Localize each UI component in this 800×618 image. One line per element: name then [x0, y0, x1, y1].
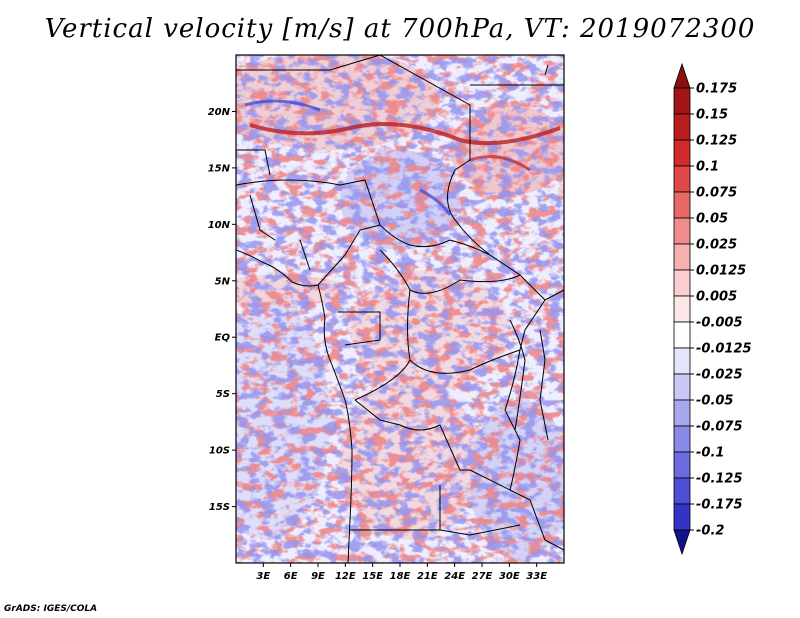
- colorbar-segment: [673, 243, 691, 271]
- colorbar-label: -0.2: [696, 524, 724, 539]
- colorbar-segment: [673, 503, 691, 531]
- colorbar-top-arrow: [673, 62, 691, 89]
- colorbar-label: 0.0125: [696, 264, 746, 279]
- colorbar-label: -0.025: [696, 368, 743, 383]
- lon-tick-label: 12E: [335, 571, 356, 582]
- colorbar-label: 0.125: [696, 134, 737, 149]
- lon-tick-label: 24E: [444, 571, 465, 582]
- lon-tick-label: 15E: [362, 571, 383, 582]
- colorbar-label: -0.075: [696, 420, 743, 435]
- colorbar-segment: [673, 139, 691, 167]
- grads-credit: GrADS: IGES/COLA: [4, 604, 98, 614]
- lat-tick-label: 15S: [209, 502, 230, 513]
- lat-tick-label: 10S: [209, 446, 230, 457]
- lon-tick-label: 6E: [284, 571, 298, 582]
- colorbar-segment: [673, 113, 691, 141]
- colorbar-label: 0.05: [696, 212, 728, 227]
- lon-tick-label: 9E: [311, 571, 325, 582]
- velocity-field: [236, 55, 564, 563]
- colorbar: 0.175 0.15 0.125 0.1 0.075 0.05 0.025 0.0125 0.0…: [673, 62, 752, 556]
- colorbar-segment: [673, 191, 691, 219]
- colorbar-segment: [673, 165, 691, 193]
- colorbar-label: 0.15: [696, 108, 728, 123]
- lat-tick-label: 20N: [208, 107, 231, 118]
- colorbar-segment: [673, 269, 691, 297]
- colorbar-label: -0.1: [696, 446, 724, 461]
- lon-tick-label: 21E: [417, 571, 438, 582]
- lon-tick-label: 3E: [256, 571, 270, 582]
- colorbar-label: 0.005: [696, 290, 737, 305]
- lon-tick-label: 18E: [390, 571, 411, 582]
- colorbar-label: 0.075: [696, 186, 737, 201]
- lon-tick-label: 33E: [526, 571, 547, 582]
- lat-tick-label: 10N: [208, 220, 231, 231]
- longitude-axis: 3E 6E 9E 12E 15E 18E 21E 24E 27E 30E 33E: [256, 563, 547, 582]
- colorbar-segment: [673, 321, 691, 349]
- lon-tick-label: 27E: [472, 571, 493, 582]
- colorbar-segment: [673, 425, 691, 453]
- colorbar-label: 0.1: [696, 160, 719, 175]
- colorbar-segment: [673, 451, 691, 479]
- colorbar-segment: [673, 295, 691, 323]
- colorbar-segment: [673, 373, 691, 401]
- latitude-axis: 20N 15N 10N 5N EQ 5S 10S 15S: [208, 107, 236, 513]
- lat-tick-label: 5N: [215, 276, 231, 287]
- colorbar-segment: [673, 87, 691, 115]
- colorbar-label: -0.005: [696, 316, 743, 331]
- colorbar-label: -0.05: [696, 394, 733, 409]
- chart-title: Vertical velocity [m/s] at 700hPa, VT: 2…: [44, 14, 756, 44]
- colorbar-label: -0.0125: [696, 342, 752, 357]
- colorbar-segment: [673, 477, 691, 505]
- lat-tick-label: EQ: [215, 333, 231, 344]
- colorbar-segment: [673, 399, 691, 427]
- colorbar-segment: [673, 217, 691, 245]
- colorbar-label: -0.175: [696, 498, 743, 513]
- lat-tick-label: 15N: [208, 163, 231, 174]
- colorbar-label: 0.025: [696, 238, 737, 253]
- lon-tick-label: 30E: [499, 571, 520, 582]
- colorbar-label: -0.125: [696, 472, 743, 487]
- colorbar-segment: [673, 347, 691, 375]
- colorbar-bottom-arrow: [673, 529, 691, 556]
- country-borders: [236, 55, 564, 563]
- lat-tick-label: 5S: [216, 389, 230, 400]
- colorbar-label: 0.175: [696, 82, 737, 97]
